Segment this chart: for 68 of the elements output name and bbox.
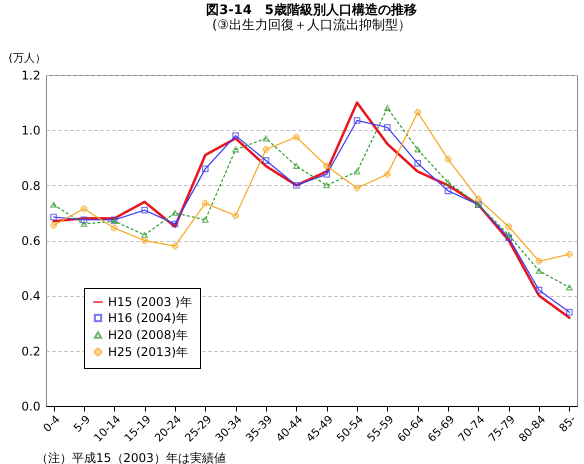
- point: [80, 216, 88, 224]
- point: [232, 146, 239, 152]
- point: [232, 212, 239, 220]
- point: [50, 214, 57, 220]
- point: [384, 105, 391, 112]
- y-tick-label: 0.0: [21, 400, 40, 414]
- point: [475, 196, 482, 202]
- point: [323, 170, 330, 178]
- point: [50, 222, 57, 229]
- point: [202, 216, 209, 223]
- y-tick-label: 0.2: [21, 344, 40, 358]
- chart-title: 図3-14 5歳階級別人口構造の推移: [206, 3, 417, 18]
- point: [536, 268, 542, 274]
- point: [172, 242, 178, 250]
- point: [141, 206, 148, 214]
- point: [384, 170, 391, 178]
- point: [414, 108, 422, 116]
- y-tick-label: 1.0: [21, 124, 40, 138]
- point: [202, 200, 209, 207]
- point: [505, 234, 512, 242]
- point: [414, 146, 422, 152]
- point: [172, 210, 178, 216]
- point: [444, 188, 452, 194]
- point: [292, 163, 300, 169]
- legend-label: H25 (2013)年: [108, 345, 188, 359]
- legend-label: H20 (2008)年: [108, 328, 188, 342]
- legend-label: H15 (2003 )年: [108, 295, 192, 309]
- point: [354, 168, 360, 175]
- point: [292, 134, 300, 140]
- y-tick-label: 1.2: [21, 68, 40, 82]
- point: [536, 258, 542, 265]
- point: [354, 117, 360, 124]
- point: [232, 132, 239, 140]
- point: [50, 202, 57, 208]
- point: [80, 220, 88, 227]
- point: [505, 223, 512, 230]
- text: （注）平成15（2003）年は実績値: [35, 450, 227, 464]
- point: [323, 162, 330, 170]
- point: [262, 146, 270, 153]
- point: [414, 160, 422, 167]
- x-tick-label: 85-: [556, 412, 578, 435]
- point: [262, 157, 270, 164]
- x-tick-label: 0-4: [40, 412, 63, 435]
- point: [202, 165, 209, 172]
- y-tick-label: 0.4: [21, 289, 40, 304]
- point: [354, 184, 360, 192]
- point: [292, 182, 300, 189]
- point: [536, 286, 542, 294]
- point: [141, 232, 148, 238]
- point: [444, 180, 452, 186]
- y-tick-label: 0.8: [21, 178, 40, 193]
- point: [141, 237, 148, 244]
- chart-subtitle: (③出生力回復＋人口流出抑制型）: [212, 17, 411, 33]
- point: [566, 250, 573, 258]
- point: [505, 232, 512, 238]
- legend-label: H16 (2004)年: [108, 311, 188, 325]
- y-tick-label: 0.6: [21, 234, 40, 248]
- point: [444, 156, 452, 162]
- x-tick-label: 5-9: [71, 412, 93, 435]
- point: [566, 308, 573, 316]
- point: [323, 182, 330, 188]
- point: [172, 220, 178, 228]
- point: [80, 205, 88, 212]
- y-axis-title: (万人）: [8, 52, 46, 64]
- point: [262, 135, 270, 142]
- point: [110, 224, 118, 232]
- point: [384, 124, 391, 131]
- point: [566, 284, 573, 290]
